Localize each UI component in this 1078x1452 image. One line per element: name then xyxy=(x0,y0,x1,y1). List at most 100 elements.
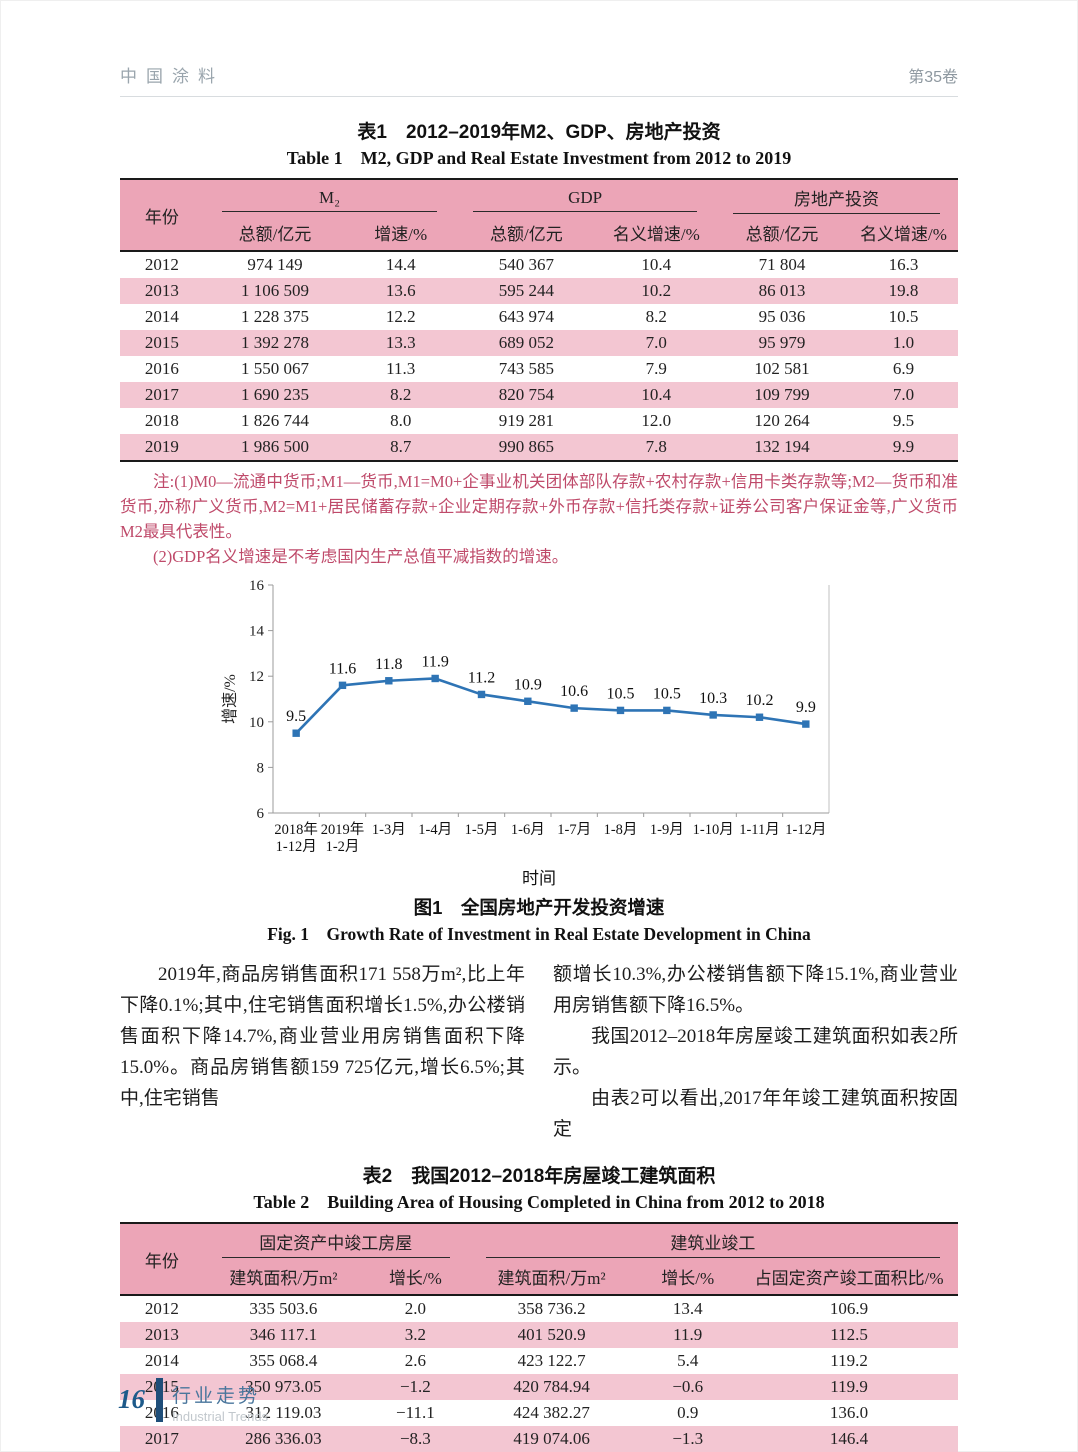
table-cell: 0.9 xyxy=(677,1403,699,1422)
table1-title-cn: 表1 2012–2019年M2、GDP、房地产投资 xyxy=(357,122,721,143)
data-point-label: 11.9 xyxy=(421,653,448,670)
page-number: 16 xyxy=(118,1384,145,1414)
data-point-marker xyxy=(524,697,532,705)
x-tick-label: 1-9月 xyxy=(650,822,684,838)
data-point-marker xyxy=(338,681,347,690)
table-cell: 2017 xyxy=(144,1429,179,1448)
table-cell: 132 194 xyxy=(754,437,810,456)
data-point-label: 11.6 xyxy=(329,660,356,677)
figure1-xaxis-title: 时间 xyxy=(522,869,556,888)
x-tick-label: 1-3月 xyxy=(372,822,406,838)
x-tick-label: 2019年 xyxy=(321,821,365,838)
y-tick-label: 10 xyxy=(249,715,264,731)
body-columns: 2019年,商品房销售面积171 558万m²,比上年下降0.1%;其中,住宅销… xyxy=(120,959,958,1145)
column-group-header: 房地产投资 xyxy=(715,179,958,217)
table-cell: −1.2 xyxy=(399,1377,431,1396)
data-point-marker xyxy=(385,677,393,685)
table-cell: 2014 xyxy=(144,1351,179,1370)
table-cell: 2013 xyxy=(144,1325,179,1344)
table-cell: 71 804 xyxy=(758,255,806,274)
data-point-label: 10.2 xyxy=(746,692,774,709)
table-cell: 19.8 xyxy=(888,281,919,300)
table-cell: 13.3 xyxy=(385,333,416,352)
table-cell: 350 973.05 xyxy=(245,1377,322,1396)
section-label: 行业走势 Industrial Trends xyxy=(172,1378,268,1424)
table-row: 2013 346 117.1 3.2 401 520.9 11.9 112.5 xyxy=(120,1322,958,1348)
table-cell: 10.4 xyxy=(641,255,672,274)
table1-note-line1: 注:(1)M0—流通中货币;M1—货币,M1=M0+企事业机关团体部队存款+农村… xyxy=(120,472,958,541)
table-cell: 119.2 xyxy=(830,1351,868,1370)
table-cell: 423 122.7 xyxy=(517,1351,586,1370)
column-subheader: 增长/% xyxy=(363,1261,468,1296)
table1-title-en: Table 1 M2, GDP and Real Estate Investme… xyxy=(286,148,792,168)
table-cell: 540 367 xyxy=(498,255,555,274)
data-point-marker xyxy=(616,706,625,715)
y-tick-label: 8 xyxy=(257,760,265,776)
table-row: 2016 1 550 067 11.3 743 585 7.9 102 581 6.9 xyxy=(120,356,958,382)
table-cell: 1 106 509 xyxy=(241,281,310,300)
table-cell: 7.0 xyxy=(892,385,915,404)
table-cell: 10.4 xyxy=(641,385,672,404)
data-point-label: 11.8 xyxy=(375,656,402,673)
table2-header: 年份 固定资产中竣工房屋 建筑业竣工 建筑面积/万m² 增长/% 建筑面积/万m² 增长/%… xyxy=(120,1223,958,1296)
figure1-line-chart: 6 8 10 12 14 16 增速/% 9.5 11.6 11.8 11.9 11.2 10.9 10.… xyxy=(221,578,830,855)
table-cell: 355 068.4 xyxy=(249,1351,318,1370)
y-tick-label: 6 xyxy=(257,806,265,822)
table1-body: 2012 974 149 14.4 540 367 10.4 71 804 16.3 2013… xyxy=(120,251,958,461)
table-row: 2014 355 068.4 2.6 423 122.7 5.4 119.2 xyxy=(120,1348,958,1374)
table-cell: 95 036 xyxy=(758,307,806,326)
column-subheader: 名义增速/% xyxy=(597,217,715,252)
y-tick-label: 14 xyxy=(249,624,265,640)
figure1-caption-en: Fig. 1 Growth Rate of Investment in Real… xyxy=(267,924,811,944)
table-cell: 95 979 xyxy=(758,333,806,352)
table-cell: 7.9 xyxy=(645,359,667,378)
column-header-year: 年份 xyxy=(120,1223,204,1296)
table-cell: 689 052 xyxy=(498,333,555,352)
column-subheader: 总额/亿元 xyxy=(455,217,598,252)
table-cell: 2012 xyxy=(144,1299,179,1318)
column-subheader: 增长/% xyxy=(635,1261,741,1296)
column-subheader: 总额/亿元 xyxy=(203,217,347,252)
column-subheader: 建筑面积/万m² xyxy=(203,1261,364,1296)
running-head: 中国涂料 第35卷 xyxy=(120,0,958,97)
data-point-marker xyxy=(755,713,764,721)
column-group-label: 固定资产中竣工房屋 xyxy=(221,1227,450,1258)
figure1: 6 8 10 12 14 16 增速/% 9.5 11.6 11.8 11.9 11.2 10.9 10.… xyxy=(219,577,859,864)
table-cell: 13.4 xyxy=(672,1299,703,1318)
table-cell: 2014 xyxy=(144,307,179,326)
table-cell: 2013 xyxy=(144,281,179,300)
data-point-label: 9.9 xyxy=(796,699,816,716)
table-cell: 1.0 xyxy=(892,333,915,352)
column-group-label: M₂ xyxy=(221,186,438,212)
footer-accent-bar xyxy=(156,1378,163,1422)
section-title-cn: 行业走势 xyxy=(172,1386,261,1407)
data-point-label: 10.5 xyxy=(653,685,681,702)
table-cell: 990 865 xyxy=(498,437,555,456)
table-cell: 2.6 xyxy=(404,1351,427,1370)
table-cell: 424 382.27 xyxy=(513,1403,590,1422)
data-point-label: 10.3 xyxy=(699,690,727,707)
table-row: 2017 286 336.03 −8.3 419 074.06 −1.3 146.4 xyxy=(120,1426,958,1452)
table-cell: 112.5 xyxy=(830,1325,868,1344)
table-cell: 1 550 067 xyxy=(241,359,310,378)
table2-title-cn: 表2 我国2012–2018年房屋竣工建筑面积 xyxy=(362,1166,716,1187)
column-header-year: 年份 xyxy=(120,179,204,252)
data-point-marker xyxy=(431,674,439,683)
column-group-label: GDP xyxy=(473,186,697,212)
column-subheader: 总额/亿元 xyxy=(714,217,850,252)
column-subheader: 名义增速/% xyxy=(849,217,958,252)
x-tick-label: 1-10月 xyxy=(693,822,734,838)
x-tick-label: 1-7月 xyxy=(557,822,591,838)
table-cell: 2012 xyxy=(144,255,179,274)
table-cell: 2019 xyxy=(144,437,179,456)
data-point-marker xyxy=(477,690,486,699)
table-cell: 346 117.1 xyxy=(249,1325,318,1344)
table1: 年份 M₂ GDP 房地产投资 总额/亿元 增速/% 总额/亿元 名义增速/% 总额/亿元 名义增… xyxy=(120,178,958,462)
table2-body: 2012 335 503.6 2.0 358 736.2 13.4 106.9 2013 34… xyxy=(120,1295,958,1452)
table-cell: 1 228 375 xyxy=(241,307,310,326)
table-cell: 102 581 xyxy=(754,359,810,378)
section-title-en: Industrial Trends xyxy=(172,1409,269,1424)
data-point-label: 11.2 xyxy=(468,669,495,686)
table-cell: −11.1 xyxy=(396,1403,435,1422)
